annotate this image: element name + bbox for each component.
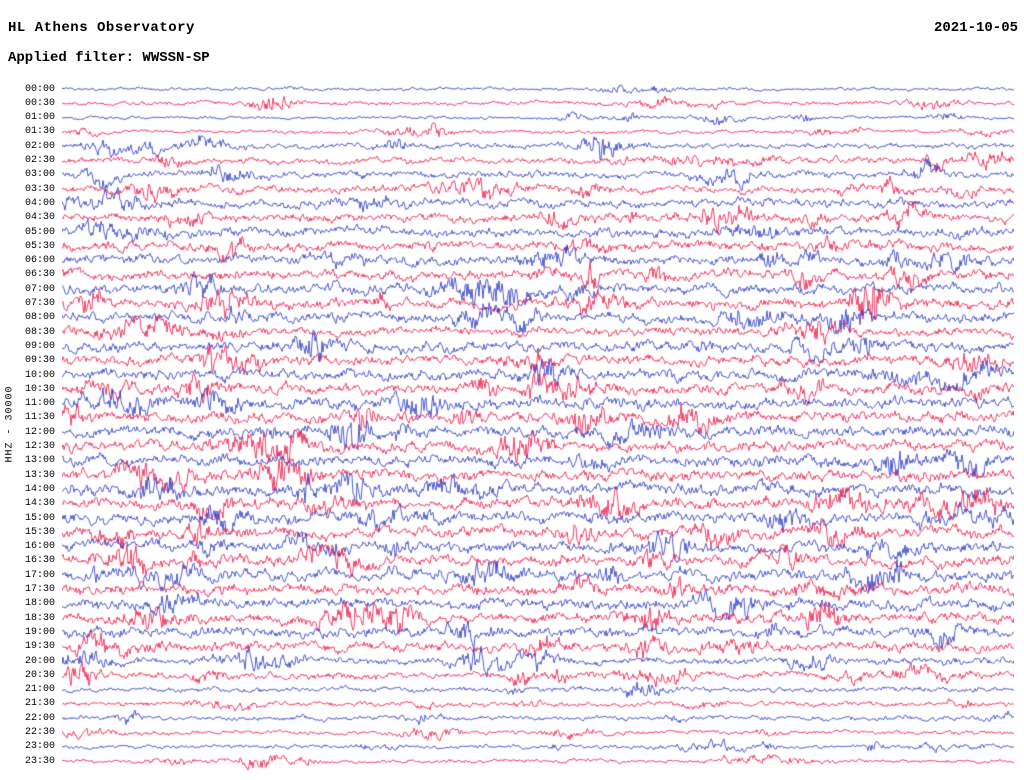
time-label: 20:00 (24, 655, 55, 667)
time-label: 11:00 (24, 398, 55, 410)
time-label: 13:30 (24, 469, 55, 481)
time-label: 09:00 (24, 340, 55, 352)
time-label: 18:30 (24, 612, 55, 624)
time-axis: 00:00 00:30 01:00 01:30 02:00 02:30 03:00 03:30… (0, 82, 58, 772)
time-label: 06:00 (24, 255, 55, 267)
time-label: 03:30 (24, 183, 55, 195)
time-label: 21:00 (24, 684, 55, 696)
time-label: 14:00 (24, 483, 55, 495)
time-label: 07:00 (24, 283, 55, 295)
time-label: 10:00 (24, 369, 55, 381)
time-label: 04:00 (24, 197, 55, 209)
time-label: 01:00 (24, 112, 55, 124)
time-label: 05:30 (24, 240, 55, 252)
time-label: 22:00 (24, 712, 55, 724)
time-label: 00:00 (24, 83, 55, 95)
time-label: 03:00 (24, 169, 55, 181)
time-label: 15:30 (24, 526, 55, 538)
time-label: 22:30 (24, 727, 55, 738)
time-label: 16:00 (24, 541, 55, 553)
time-label: 12:30 (24, 441, 55, 452)
time-label: 00:30 (24, 97, 55, 109)
time-label: 13:00 (24, 455, 55, 467)
filter-label: Applied filter: WWSSN-SP (8, 50, 210, 66)
time-label: 02:30 (24, 155, 55, 166)
time-label: 23:30 (24, 755, 55, 767)
time-label: 15:00 (24, 512, 55, 524)
time-label: 21:30 (24, 698, 55, 710)
time-label: 16:30 (24, 555, 55, 567)
time-label: 12:00 (24, 426, 55, 438)
time-label: 08:00 (24, 312, 55, 324)
time-label: 17:00 (24, 569, 55, 581)
time-label: 18:00 (24, 598, 55, 610)
date-label: 2021-10-05 (933, 20, 1018, 36)
time-label: 20:30 (24, 669, 55, 681)
station-title: HL Athens Observatory (8, 20, 195, 36)
time-label: 09:30 (24, 355, 55, 367)
time-label: 06:30 (24, 269, 55, 281)
time-label: 14:30 (24, 498, 55, 510)
time-label: 02:00 (24, 140, 55, 152)
time-label: 19:30 (24, 641, 55, 653)
seismogram-traces (62, 82, 1014, 772)
time-label: 07:30 (24, 298, 55, 309)
time-label: 17:30 (24, 584, 55, 595)
time-label: 10:30 (24, 383, 55, 395)
time-label: 19:00 (24, 626, 55, 638)
time-label: 05:00 (24, 226, 55, 238)
time-label: 01:30 (24, 126, 55, 138)
time-label: 11:30 (24, 412, 55, 424)
time-label: 04:30 (24, 212, 55, 224)
time-label: 08:30 (24, 326, 55, 338)
time-label: 23:00 (24, 741, 55, 753)
